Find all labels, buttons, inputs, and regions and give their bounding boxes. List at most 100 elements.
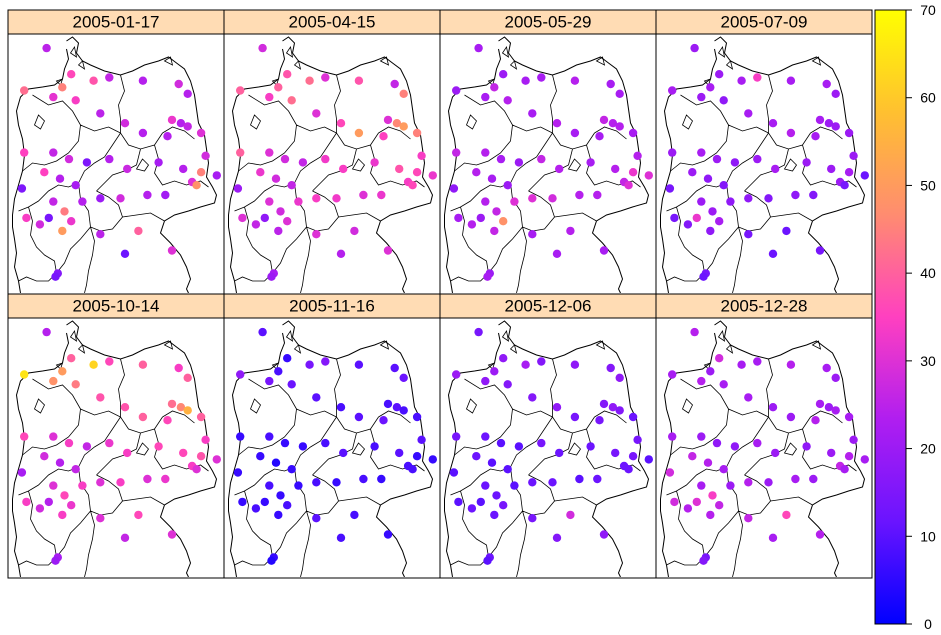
station-point: [49, 148, 58, 157]
station-point: [644, 455, 653, 464]
station-point: [256, 168, 265, 177]
station-point: [586, 158, 595, 167]
station-point: [753, 438, 762, 448]
station-point: [753, 357, 762, 366]
station-point: [744, 194, 753, 203]
station-point: [294, 481, 303, 490]
station-point: [697, 432, 706, 441]
station-point: [332, 194, 341, 203]
station-point: [599, 530, 609, 539]
station-point: [552, 249, 562, 258]
station-point: [35, 220, 45, 229]
station-point: [697, 148, 706, 157]
station-point: [96, 514, 105, 523]
station-point: [771, 448, 780, 458]
station-point: [753, 73, 762, 82]
station-point: [786, 128, 796, 138]
station-point: [490, 510, 499, 520]
station-point: [64, 438, 74, 448]
station-point: [570, 412, 580, 422]
station-point: [537, 438, 546, 448]
station-point: [390, 79, 399, 89]
station-point: [408, 181, 417, 190]
station-point: [233, 468, 243, 477]
station-point: [599, 399, 609, 409]
station-point: [71, 465, 80, 474]
station-point: [824, 403, 834, 412]
station-point: [390, 363, 399, 373]
station-point: [78, 481, 87, 490]
station-point: [528, 230, 537, 239]
panel-grid: 2005-01-17 2005-04-15 2005-05-29 2005-07-09…: [7, 9, 873, 579]
station-point: [265, 92, 274, 102]
station-point: [628, 168, 638, 177]
station-point: [496, 438, 506, 448]
station-point: [167, 115, 177, 125]
station-point: [312, 478, 321, 487]
station-point: [179, 448, 188, 458]
station-point: [238, 497, 247, 507]
station-point: [123, 164, 132, 174]
station-point: [283, 354, 292, 363]
station-point: [499, 217, 508, 226]
panel-frame: [655, 33, 873, 295]
station-point: [138, 412, 148, 422]
station-point: [20, 370, 29, 379]
station-point: [827, 448, 836, 458]
station-point: [670, 497, 679, 507]
station-point: [35, 504, 45, 513]
station-point: [753, 154, 762, 164]
station-point: [528, 514, 537, 523]
station-point: [768, 249, 778, 258]
station-point: [58, 226, 67, 236]
station-point: [294, 197, 303, 206]
station-point: [236, 86, 245, 95]
station-point: [163, 416, 172, 425]
station-point: [703, 458, 713, 467]
station-point: [633, 151, 642, 160]
station-point: [412, 412, 422, 422]
station-point: [238, 213, 247, 223]
station-point: [481, 92, 490, 102]
station-point: [503, 96, 512, 105]
station-point: [176, 119, 186, 128]
station-point: [844, 128, 854, 138]
colorbar-tick-label: 50: [920, 177, 936, 193]
station-point: [593, 474, 602, 484]
station-point: [312, 230, 321, 239]
station-point: [706, 367, 715, 376]
station-point: [668, 86, 677, 95]
station-point: [697, 481, 706, 490]
station-point: [105, 357, 114, 366]
station-point: [71, 96, 80, 105]
station-point: [715, 501, 724, 510]
station-point: [105, 438, 114, 448]
station-point: [824, 119, 834, 128]
station-point: [719, 96, 728, 105]
station-point: [71, 181, 80, 190]
station-point: [105, 73, 114, 82]
station-point: [844, 168, 854, 177]
station-point: [737, 360, 746, 369]
station-point: [703, 174, 713, 183]
station-point: [265, 197, 274, 206]
station-point: [786, 412, 796, 422]
station-point: [665, 184, 675, 193]
station-point: [768, 119, 778, 128]
station-point: [183, 122, 192, 131]
station-point: [44, 213, 53, 223]
station-point: [176, 403, 186, 412]
station-point: [764, 194, 773, 203]
station-point: [192, 181, 201, 190]
station-point: [276, 491, 285, 500]
station-point: [428, 455, 437, 464]
station-point: [708, 207, 717, 216]
station-point: [283, 70, 292, 79]
station-point: [706, 83, 715, 92]
map-panel: 2005-11-16: [223, 293, 441, 579]
station-point: [370, 442, 379, 451]
map-panel: 2005-01-17: [7, 9, 225, 295]
station-point: [633, 435, 642, 444]
station-point: [336, 119, 346, 128]
station-point: [528, 109, 537, 118]
